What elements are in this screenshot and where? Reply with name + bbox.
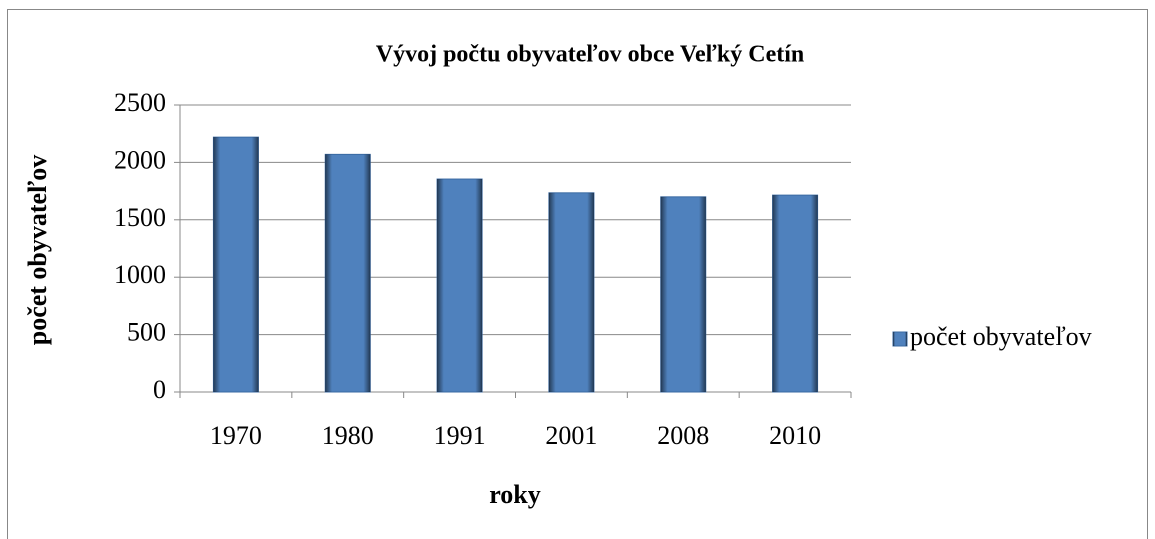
bar	[212, 136, 259, 393]
bar	[436, 178, 483, 393]
x-tick-label: 2010	[769, 421, 821, 450]
x-tick-label: 2001	[545, 421, 597, 450]
x-tick-label: 1980	[322, 421, 374, 450]
x-tick-label: 2008	[657, 421, 709, 450]
y-tick-label: 2500	[114, 88, 166, 117]
bar	[772, 194, 819, 393]
x-axis-title: roky	[489, 480, 541, 509]
bar	[548, 192, 595, 393]
y-tick-label: 1500	[114, 203, 166, 232]
bar	[324, 153, 371, 393]
x-tick-label: 1970	[210, 421, 262, 450]
legend-label: počet obyvateľov	[910, 322, 1092, 351]
bar	[660, 196, 707, 393]
y-tick-label: 500	[127, 318, 166, 347]
y-axis-title: počet obyvateľov	[23, 155, 52, 346]
y-tick-label: 0	[153, 375, 166, 404]
legend-marker-shade	[893, 332, 907, 346]
y-tick-label: 2000	[114, 145, 166, 174]
chart-title: Vývoj počtu obyvateľov obce Veľký Cetín	[376, 42, 805, 68]
y-tick-label: 1000	[114, 260, 166, 289]
x-tick-label: 1991	[434, 421, 486, 450]
